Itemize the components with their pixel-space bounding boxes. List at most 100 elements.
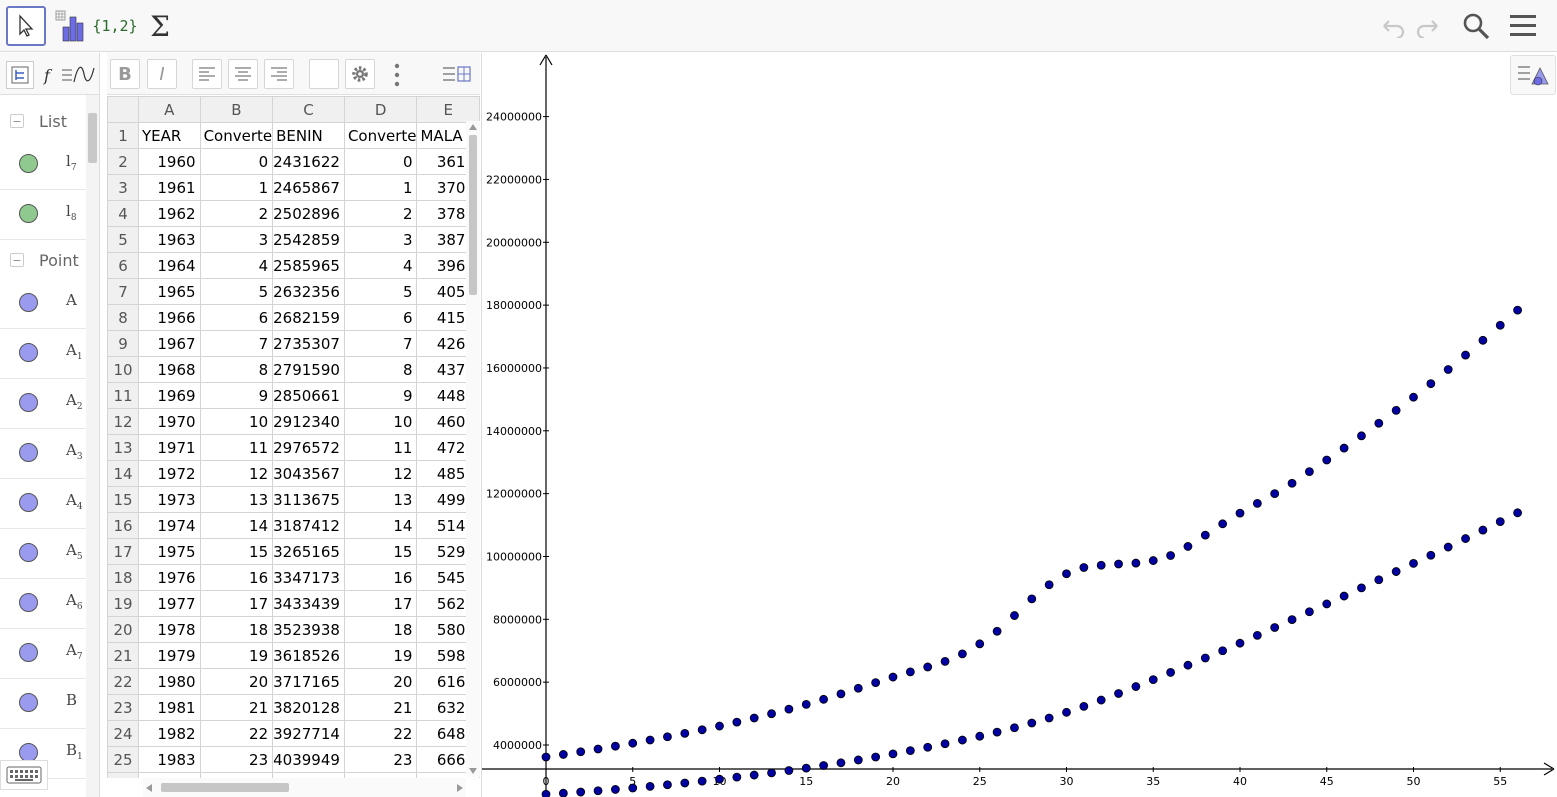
row-header[interactable]: 14 xyxy=(107,460,139,487)
cell[interactable]: 2850661 xyxy=(272,382,345,409)
virtual-keyboard-button[interactable] xyxy=(0,760,48,790)
visibility-toggle-icon[interactable] xyxy=(19,643,38,662)
row-header[interactable]: 9 xyxy=(107,330,139,357)
cell[interactable]: 1973 xyxy=(137,486,201,513)
row-header[interactable]: 15 xyxy=(107,486,139,513)
visibility-toggle-icon[interactable] xyxy=(19,154,38,173)
cell[interactable]: 18 xyxy=(343,616,418,643)
cell[interactable]: 3927714 xyxy=(272,720,345,747)
row-header[interactable]: 3 xyxy=(107,174,139,201)
row-header[interactable]: 6 xyxy=(107,252,139,279)
cell[interactable]: 4 xyxy=(199,252,274,279)
collapse-toggle-icon[interactable]: − xyxy=(10,253,24,267)
cell[interactable]: 13 xyxy=(343,486,418,513)
corner-cell[interactable] xyxy=(107,96,139,123)
cell[interactable]: 16 xyxy=(199,564,274,591)
row-header[interactable]: 7 xyxy=(107,278,139,305)
cell[interactable]: 1977 xyxy=(137,590,201,617)
cell[interactable]: 1963 xyxy=(137,226,201,253)
sort-objects-button[interactable] xyxy=(6,61,34,89)
visibility-toggle-icon[interactable] xyxy=(19,493,38,512)
cell[interactable]: 5 xyxy=(199,278,274,305)
algebra-item[interactable]: A2 xyxy=(0,379,86,429)
cell[interactable]: 19 xyxy=(199,642,274,669)
row-header[interactable]: 5 xyxy=(107,226,139,253)
italic-button[interactable]: I xyxy=(147,59,177,89)
algebra-description-button[interactable]: f xyxy=(40,61,96,89)
cell[interactable]: 3187412 xyxy=(272,512,345,539)
row-header[interactable]: 25 xyxy=(107,746,139,773)
row-header[interactable]: 13 xyxy=(107,434,139,461)
align-left-button[interactable] xyxy=(192,59,222,89)
cell[interactable]: 3433439 xyxy=(272,590,345,617)
cell[interactable]: 22 xyxy=(199,720,274,747)
visibility-toggle-icon[interactable] xyxy=(19,543,38,562)
cell[interactable]: 1 xyxy=(199,174,274,201)
cell[interactable]: 1966 xyxy=(137,304,201,331)
row-header[interactable]: 24 xyxy=(107,720,139,747)
cell[interactable]: 17 xyxy=(199,590,274,617)
cell[interactable]: 3717165 xyxy=(272,668,345,695)
more-options-button[interactable] xyxy=(387,61,407,89)
visibility-toggle-icon[interactable] xyxy=(19,204,38,223)
cell[interactable]: 19 xyxy=(343,642,418,669)
cell[interactable]: 24 xyxy=(343,772,418,778)
cell[interactable]: 2632356 xyxy=(272,278,345,305)
search-button[interactable] xyxy=(1458,8,1494,44)
cell[interactable]: Converte xyxy=(199,122,274,149)
spreadsheet-vertical-scroll-thumb[interactable] xyxy=(469,135,477,295)
row-header[interactable]: 21 xyxy=(107,642,139,669)
cell[interactable]: 7 xyxy=(199,330,274,357)
cell[interactable]: 11 xyxy=(343,434,418,461)
cell[interactable]: 10 xyxy=(199,408,274,435)
algebra-item[interactable]: A4 xyxy=(0,479,86,529)
cell[interactable]: 1972 xyxy=(137,460,201,487)
row-header[interactable]: 2 xyxy=(107,148,139,175)
row-header[interactable]: 23 xyxy=(107,694,139,721)
cell[interactable]: 4156819 xyxy=(272,772,345,778)
cell[interactable]: 1969 xyxy=(137,382,201,409)
column-header-b[interactable]: B xyxy=(199,96,274,123)
cell[interactable]: 11 xyxy=(199,434,274,461)
row-header[interactable]: 11 xyxy=(107,382,139,409)
cell[interactable]: 3043567 xyxy=(272,460,345,487)
row-header[interactable]: 16 xyxy=(107,512,139,539)
row-header[interactable]: 17 xyxy=(107,538,139,565)
algebra-scrollbar[interactable] xyxy=(86,95,99,797)
cell[interactable]: 1980 xyxy=(137,668,201,695)
cell[interactable]: 7 xyxy=(343,330,418,357)
algebra-item[interactable]: A xyxy=(0,279,86,329)
cell[interactable]: 3618526 xyxy=(272,642,345,669)
cell[interactable]: 1979 xyxy=(137,642,201,669)
cell[interactable]: 3820128 xyxy=(272,694,345,721)
cell[interactable]: 5 xyxy=(343,278,418,305)
cell[interactable]: 14 xyxy=(343,512,418,539)
redo-button[interactable] xyxy=(1411,8,1447,44)
column-header-d[interactable]: D xyxy=(343,96,418,123)
cell[interactable]: 2791590 xyxy=(272,356,345,383)
cell[interactable]: 2682159 xyxy=(272,304,345,331)
row-header[interactable]: 1 xyxy=(107,122,139,149)
spreadsheet-horizontal-scrollbar[interactable] xyxy=(143,778,466,797)
cell[interactable]: 1976 xyxy=(137,564,201,591)
align-right-button[interactable] xyxy=(264,59,294,89)
cell[interactable]: 6 xyxy=(343,304,418,331)
cell[interactable]: 2912340 xyxy=(272,408,345,435)
toggle-style-bar-button[interactable] xyxy=(440,62,474,88)
spreadsheet-horizontal-scroll-thumb[interactable] xyxy=(161,783,289,792)
cell[interactable]: 2 xyxy=(199,200,274,227)
cell[interactable]: 22 xyxy=(343,720,418,747)
algebra-group-list[interactable]: − List xyxy=(0,109,86,133)
one-variable-analysis-tool-button[interactable] xyxy=(51,6,91,46)
cell[interactable]: 0 xyxy=(343,148,418,175)
collapse-toggle-icon[interactable]: − xyxy=(10,114,24,128)
cell[interactable]: 21 xyxy=(343,694,418,721)
cell[interactable]: 2585965 xyxy=(272,252,345,279)
algebra-item[interactable]: A1 xyxy=(0,329,86,379)
sum-tool-button[interactable]: Σ xyxy=(140,6,180,46)
row-header[interactable]: 4 xyxy=(107,200,139,227)
cell[interactable]: 4 xyxy=(343,252,418,279)
cell[interactable]: 1974 xyxy=(137,512,201,539)
row-header[interactable]: 12 xyxy=(107,408,139,435)
cell[interactable]: 1967 xyxy=(137,330,201,357)
